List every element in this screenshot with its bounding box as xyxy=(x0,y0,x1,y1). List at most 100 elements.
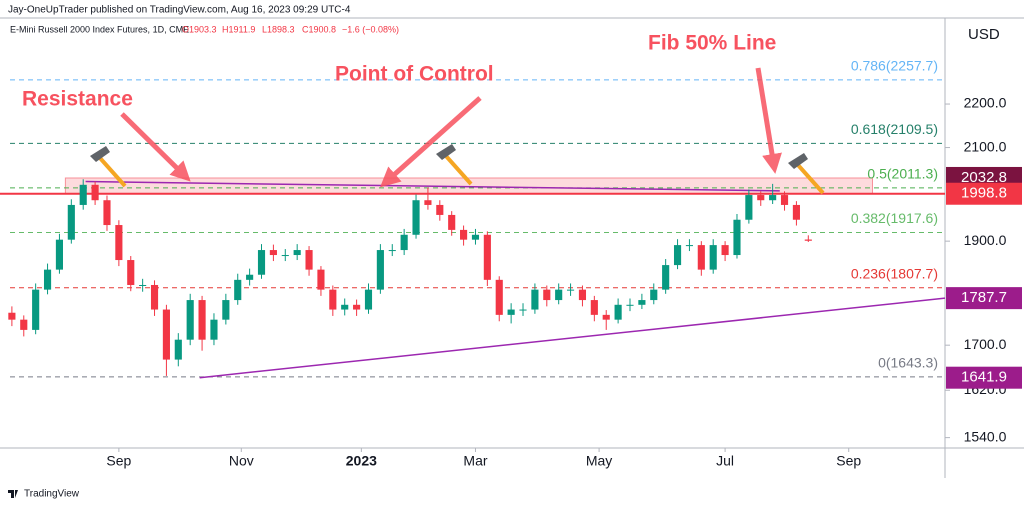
candle-body xyxy=(281,255,289,257)
price-label: 1641.9 xyxy=(961,369,1007,386)
candle-body xyxy=(602,314,610,320)
candle-body xyxy=(400,234,408,251)
candle-body xyxy=(293,250,301,256)
price-label: 2032.8 xyxy=(961,169,1007,186)
y-tick-label: 2100.0 xyxy=(964,138,1007,154)
candle-body xyxy=(364,289,373,310)
candle-body xyxy=(436,204,444,215)
candle-body xyxy=(460,229,468,240)
brand-logo xyxy=(8,490,18,498)
candle-body xyxy=(555,289,563,301)
arrows xyxy=(120,67,782,188)
candle-body xyxy=(269,250,277,256)
ohlc: O1903.3 xyxy=(182,24,217,34)
price-label-box xyxy=(946,366,1022,389)
candle-body xyxy=(769,195,777,201)
candle-body xyxy=(91,184,99,201)
candle-body xyxy=(103,200,111,226)
fib-label: 0(1643.3) xyxy=(878,355,938,371)
candle-body xyxy=(507,309,515,315)
x-tick-label: Sep xyxy=(836,453,861,469)
symbol: E-Mini Russell 2000 Index Futures, 1D, C… xyxy=(10,24,189,34)
candle-body xyxy=(626,304,634,306)
ohlc: H1911.9 xyxy=(222,24,255,34)
candle-body xyxy=(150,284,159,310)
candle-body xyxy=(590,300,598,315)
candle-body xyxy=(67,204,75,240)
x-tick-label: 2023 xyxy=(346,453,377,469)
candle-body xyxy=(709,245,717,270)
y-tick-label: 1900.0 xyxy=(964,232,1007,248)
brand: TradingView xyxy=(24,489,80,500)
candle-body xyxy=(483,234,491,280)
candle-body xyxy=(757,195,765,201)
candle-body xyxy=(55,239,63,270)
candle-body xyxy=(531,289,539,310)
candle-body xyxy=(8,312,16,320)
price-label: 1998.8 xyxy=(961,185,1007,202)
fib-label: 0.236(1807.7) xyxy=(851,265,938,281)
candle-body xyxy=(495,279,503,315)
candle-body xyxy=(662,265,670,290)
candle-body xyxy=(115,225,123,261)
candle-body xyxy=(673,245,682,266)
candle-body xyxy=(804,239,812,241)
x-tick-label: May xyxy=(586,453,612,469)
y-tick-label: 1700.0 xyxy=(964,336,1007,352)
ohlc: L1898.3 xyxy=(262,24,295,34)
candle-body xyxy=(697,245,705,270)
candle-body xyxy=(162,309,170,360)
candle-body xyxy=(376,250,384,290)
candle-body xyxy=(424,200,432,205)
candle-body xyxy=(650,289,658,301)
candle-body xyxy=(341,304,349,310)
x-tick-label: Nov xyxy=(229,453,254,469)
fib-label: 0.618(2109.5) xyxy=(851,121,938,137)
candle-body xyxy=(638,300,646,305)
candle-body xyxy=(246,274,254,280)
fib-label: 0.382(1917.6) xyxy=(851,210,938,226)
trendline xyxy=(85,180,780,192)
author-line: Jay-OneUpTrader published on TradingView… xyxy=(8,5,351,16)
candle-body xyxy=(174,339,182,360)
annotation: Point of Control xyxy=(335,63,494,86)
trendline xyxy=(199,297,946,379)
candle-body xyxy=(186,300,194,340)
x-tick-label: Mar xyxy=(463,453,487,469)
candle-body xyxy=(329,289,337,310)
candle-body xyxy=(305,250,313,270)
candle-body xyxy=(210,319,218,340)
candle-body xyxy=(222,300,230,320)
fib-label: 0.786(2257.7) xyxy=(851,58,938,74)
annotation: Resistance xyxy=(22,88,133,111)
currency: USD xyxy=(968,26,1000,43)
candle-body xyxy=(543,289,551,301)
hammer-icons xyxy=(90,144,825,195)
candle-body xyxy=(519,309,527,311)
candle-body xyxy=(448,214,456,230)
candle-body xyxy=(43,269,52,290)
price-label-box xyxy=(946,182,1022,205)
y-tick-label: 2200.0 xyxy=(964,95,1007,111)
candle-body xyxy=(257,250,266,275)
candle-body xyxy=(139,284,147,286)
candle-body xyxy=(32,289,40,330)
candle-body xyxy=(353,304,361,310)
x-tick-label: Sep xyxy=(106,453,131,469)
y-tick-label: 1540.0 xyxy=(964,428,1007,444)
candle-body xyxy=(127,260,135,285)
candle-body xyxy=(412,200,420,235)
ohlc: C1900.8 xyxy=(302,24,336,34)
ohlc: −1.6 (−0.08%) xyxy=(342,24,399,34)
price-label-box xyxy=(946,287,1022,310)
candle-body xyxy=(20,319,28,330)
candle-body xyxy=(614,304,622,320)
annotation: Fib 50% Line xyxy=(648,32,776,55)
candle-body xyxy=(745,195,753,220)
candle-body xyxy=(685,245,693,247)
candle-body xyxy=(578,289,587,301)
candle-body xyxy=(780,195,789,205)
